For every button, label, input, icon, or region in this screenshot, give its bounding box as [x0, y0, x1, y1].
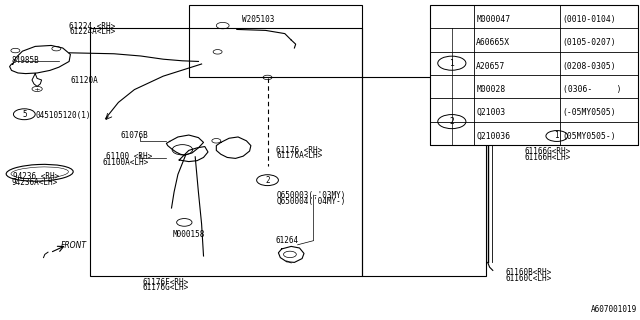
Text: 2: 2 — [265, 176, 270, 185]
Text: 84985B: 84985B — [12, 56, 39, 65]
Text: 1: 1 — [554, 132, 559, 140]
Text: 5: 5 — [22, 110, 27, 119]
Text: (0010-0104): (0010-0104) — [563, 15, 616, 24]
Text: W205103: W205103 — [242, 15, 275, 24]
Text: (0306-     ): (0306- ) — [563, 85, 621, 94]
Text: 61176A<LH>: 61176A<LH> — [276, 151, 323, 160]
Text: 61176F<RH>: 61176F<RH> — [142, 278, 188, 287]
Text: Q210036: Q210036 — [476, 132, 510, 140]
Text: Q21003: Q21003 — [476, 108, 506, 117]
Bar — [189, 5, 362, 77]
Text: 94236A<LH>: 94236A<LH> — [12, 178, 58, 187]
Text: 61224 <RH>: 61224 <RH> — [69, 22, 115, 31]
Text: 61076B: 61076B — [120, 131, 148, 140]
Text: M000047: M000047 — [476, 15, 510, 24]
Text: (05MY0505-): (05MY0505-) — [563, 132, 616, 140]
Text: 61166H<LH>: 61166H<LH> — [525, 153, 571, 162]
Text: A20657: A20657 — [476, 61, 506, 70]
Text: Q650003(-'03MY): Q650003(-'03MY) — [277, 191, 346, 200]
Text: M00028: M00028 — [476, 85, 506, 94]
Bar — [430, 5, 638, 145]
Text: 61120A: 61120A — [70, 76, 98, 85]
Text: 61166G<RH>: 61166G<RH> — [525, 148, 571, 156]
Text: M000158: M000158 — [173, 230, 205, 239]
Text: 2: 2 — [449, 117, 454, 126]
Text: 1: 1 — [449, 59, 454, 68]
Text: (0105-0207): (0105-0207) — [563, 38, 616, 47]
Text: FRONT: FRONT — [61, 241, 87, 250]
Text: 61160B<RH>: 61160B<RH> — [506, 268, 552, 277]
Text: (0208-0305): (0208-0305) — [563, 61, 616, 70]
Text: Q650004('04MY-): Q650004('04MY-) — [277, 197, 346, 206]
Text: 61224A<LH>: 61224A<LH> — [69, 28, 115, 36]
Text: 61100A<LH>: 61100A<LH> — [102, 158, 148, 167]
Text: (-05MY0505): (-05MY0505) — [563, 108, 616, 117]
Text: 61176 <RH>: 61176 <RH> — [276, 146, 323, 155]
Text: 61176G<LH>: 61176G<LH> — [142, 284, 188, 292]
Text: A60665X: A60665X — [476, 38, 510, 47]
Text: 61264: 61264 — [275, 236, 298, 245]
Bar — [362, 77, 486, 276]
Text: 61160C<LH>: 61160C<LH> — [506, 274, 552, 283]
Text: A607001019: A607001019 — [591, 305, 637, 314]
Bar — [90, 28, 362, 276]
Text: 61100 <RH>: 61100 <RH> — [106, 152, 152, 161]
Text: 045105120(1): 045105120(1) — [35, 111, 91, 120]
Text: 94236 <RH>: 94236 <RH> — [13, 172, 59, 181]
